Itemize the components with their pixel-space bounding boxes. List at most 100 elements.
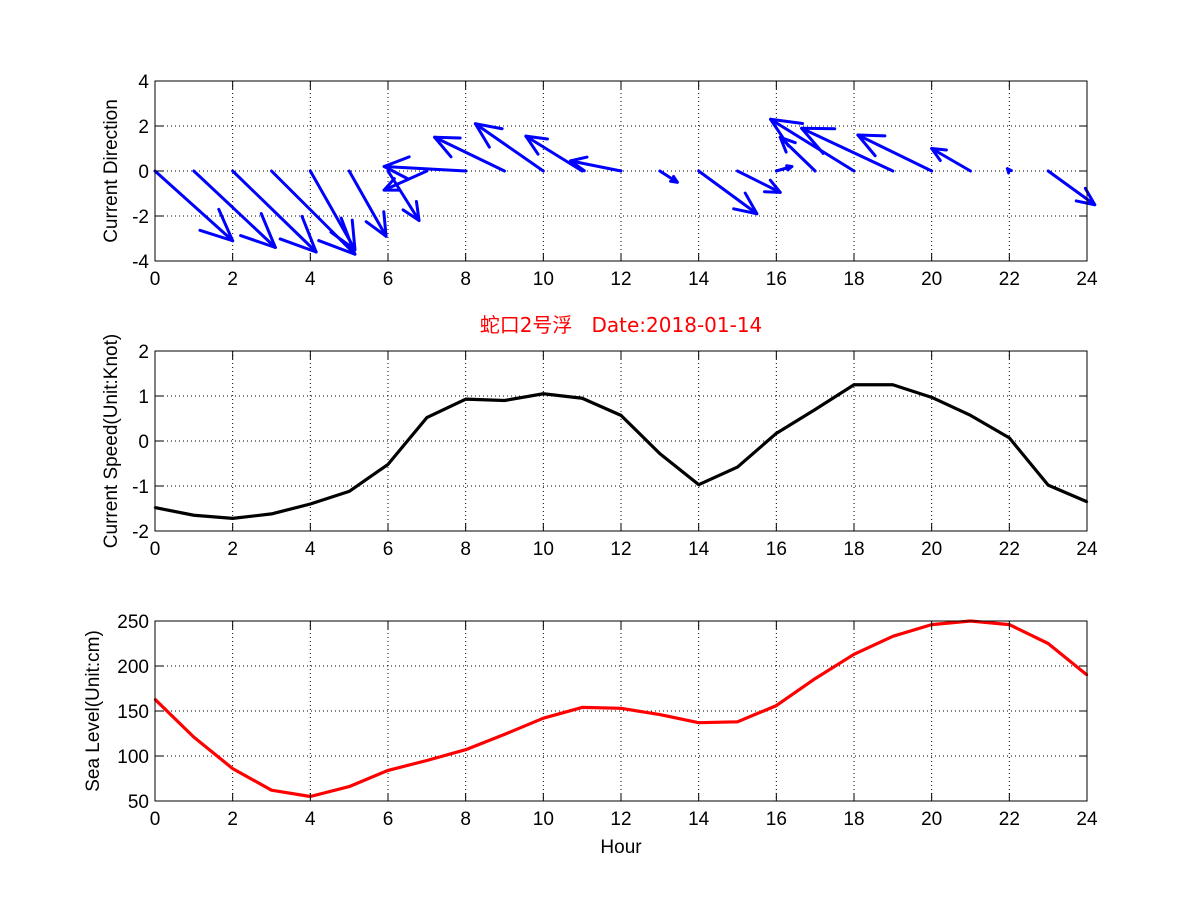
direction-arrow-shaft <box>153 169 235 243</box>
x-tick-label: 24 <box>1076 539 1098 560</box>
speed-point <box>697 483 700 486</box>
x-tick-label: 18 <box>843 269 864 290</box>
x-tick-label: 14 <box>688 809 710 830</box>
x-tick-label: 20 <box>921 539 942 560</box>
x-tick-label: 14 <box>688 269 710 290</box>
direction-arrow-shaft <box>473 122 545 173</box>
x-tick-label: 0 <box>150 269 161 290</box>
sea-level-point <box>347 785 351 788</box>
direction-y-ticks: 4 2 0 -2 -4 <box>132 72 1087 273</box>
direction-arrow-head <box>317 216 357 256</box>
sea-level-point <box>697 721 700 724</box>
x-tick-label: 22 <box>999 539 1020 560</box>
sea-level-point <box>1046 642 1050 645</box>
sea-level-point <box>619 707 623 710</box>
sea-level-point <box>425 759 429 762</box>
speed-point <box>542 392 545 395</box>
sea-level-grid <box>155 621 1087 801</box>
y-tick-label: 250 <box>117 612 149 633</box>
direction-arrow-head <box>278 214 318 254</box>
speed-point <box>736 465 739 469</box>
y-tick-label: 2 <box>138 117 149 138</box>
y-tick-label: 150 <box>117 702 149 723</box>
direction-arrow-head <box>329 218 357 252</box>
x-tick-label: 14 <box>688 539 710 560</box>
x-tick-label: 20 <box>921 809 942 830</box>
direction-arrow-head <box>239 212 277 249</box>
sea-level-y-ticks: 250 200 150 100 50 <box>117 612 1087 813</box>
direction-arrow-head <box>669 175 679 184</box>
y-tick-label: 4 <box>138 72 149 93</box>
speed-point <box>658 452 662 455</box>
speed-x-ticks: 0 2 4 6 8 10 12 14 16 18 20 22 24 <box>150 351 1098 560</box>
x-tick-label: 20 <box>921 269 942 290</box>
y-tick-label: -1 <box>132 477 149 498</box>
speed-point <box>969 414 972 417</box>
x-tick-label: 24 <box>1076 809 1098 830</box>
speed-grid <box>155 351 1087 531</box>
x-tick-label: 8 <box>460 269 471 290</box>
x-tick-label: 8 <box>460 539 471 560</box>
sea-level-point <box>192 735 196 739</box>
x-tick-label: 4 <box>305 539 316 560</box>
direction-arrow-shaft <box>192 169 277 249</box>
x-tick-label: 18 <box>843 809 864 830</box>
speed-point <box>619 414 623 417</box>
direction-arrow-head <box>382 155 411 181</box>
direction-arrow-head <box>433 135 462 159</box>
y-tick-label: 100 <box>117 747 149 768</box>
direction-arrow-shaft <box>231 169 318 254</box>
x-tick-label: 6 <box>383 269 394 290</box>
sea-level-point <box>775 704 778 707</box>
sea-level-point <box>736 720 739 723</box>
x-tick-label: 16 <box>766 269 787 290</box>
y-tick-label: -4 <box>132 252 149 273</box>
sea-level-point <box>542 717 545 720</box>
sea-level-point <box>464 748 467 751</box>
x-tick-label: 12 <box>610 269 631 290</box>
x-tick-label: 6 <box>383 539 394 560</box>
sea-level-point <box>891 635 895 638</box>
sea-level-point <box>658 713 662 716</box>
direction-arrow-shaft <box>736 169 782 194</box>
direction-arrow-head <box>785 164 794 172</box>
direction-arrow-shaft <box>569 159 623 173</box>
x-tick-label: 0 <box>150 809 161 830</box>
y-tick-label: 0 <box>138 432 149 453</box>
x-tick-label: 8 <box>460 809 471 830</box>
speed-point <box>386 463 390 466</box>
x-tick-label: 12 <box>610 539 631 560</box>
x-tick-label: 18 <box>843 539 864 560</box>
speed-point <box>580 397 584 400</box>
direction-arrow-shaft <box>856 133 934 173</box>
x-tick-label: 4 <box>305 269 316 290</box>
direction-arrow-shaft <box>347 169 388 238</box>
direction-arrow-shaft <box>433 135 506 173</box>
sea-level-y-axis-label: Sea Level(Unit:cm) <box>83 630 104 792</box>
speed-point <box>1046 483 1050 487</box>
speed-point <box>891 383 895 386</box>
y-tick-label: -2 <box>132 207 149 228</box>
x-tick-label: 16 <box>766 539 787 560</box>
speed-point <box>192 514 196 517</box>
direction-arrow-head <box>800 126 837 155</box>
chart-title: 蛇口2号浮 Date:2018-01-14 <box>480 313 763 337</box>
direction-arrow-shaft <box>382 165 468 173</box>
speed-y-ticks: 2 1 0 -1 -2 <box>132 342 1087 543</box>
direction-arrow-shaft <box>930 147 972 173</box>
x-tick-label: 10 <box>533 809 554 830</box>
direction-arrow-head <box>382 177 402 192</box>
direction-arrow-shaft <box>1046 169 1097 207</box>
speed-point <box>347 490 351 493</box>
direction-arrow-shaft <box>524 134 584 173</box>
y-tick-label: 200 <box>117 657 149 678</box>
y-tick-label: 1 <box>138 387 149 408</box>
sea-level-point <box>852 653 856 656</box>
x-tick-label: 24 <box>1076 269 1098 290</box>
speed-point <box>309 502 312 506</box>
direction-arrow-head <box>401 199 421 222</box>
x-tick-label: 2 <box>227 269 238 290</box>
x-axis-label: Hour <box>600 837 642 858</box>
sea-level-point <box>580 706 584 709</box>
